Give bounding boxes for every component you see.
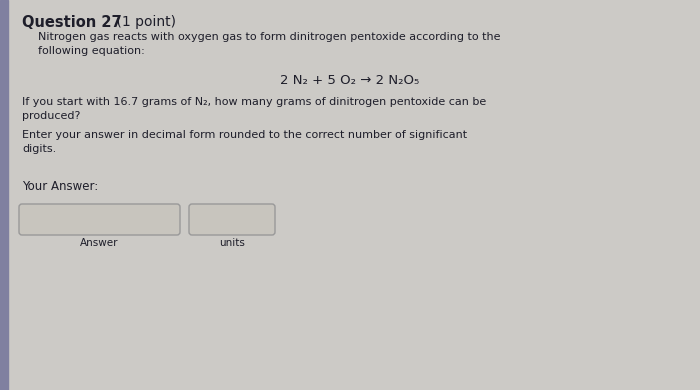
Text: Your Answer:: Your Answer: [22,180,98,193]
Text: If you start with 16.7 grams of N₂, how many grams of dinitrogen pentoxide can b: If you start with 16.7 grams of N₂, how … [22,97,486,107]
Text: following equation:: following equation: [38,46,145,56]
Text: produced?: produced? [22,111,80,121]
Text: Answer: Answer [80,238,118,248]
Text: 2 N₂ + 5 O₂ → 2 N₂O₅: 2 N₂ + 5 O₂ → 2 N₂O₅ [281,74,419,87]
Bar [0,0,8,390]
FancyBboxPatch shape [189,204,275,235]
Text: units: units [219,238,245,248]
Text: (1 point): (1 point) [112,15,176,29]
Text: digits.: digits. [22,144,56,154]
Text: Question 27: Question 27 [22,15,122,30]
Text: Nitrogen gas reacts with oxygen gas to form dinitrogen pentoxide according to th: Nitrogen gas reacts with oxygen gas to f… [38,32,500,42]
Text: Enter your answer in decimal form rounded to the correct number of significant: Enter your answer in decimal form rounde… [22,130,467,140]
FancyBboxPatch shape [19,204,180,235]
